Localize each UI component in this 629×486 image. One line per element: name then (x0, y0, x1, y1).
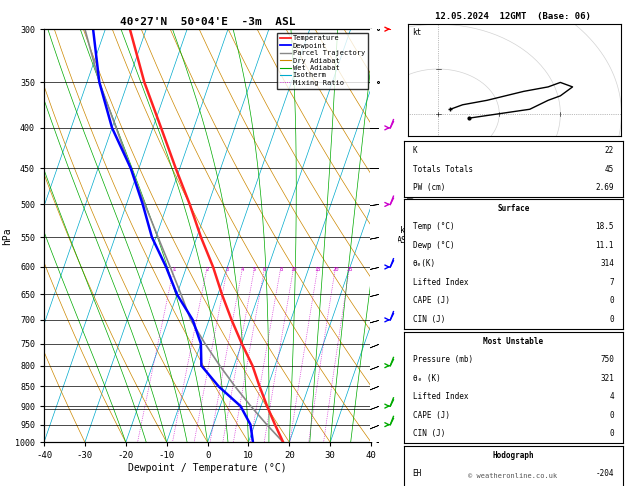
Text: 314: 314 (600, 260, 614, 268)
Text: 0: 0 (610, 429, 614, 438)
Text: K: K (413, 146, 417, 155)
Text: 8: 8 (279, 267, 282, 272)
Text: EH: EH (413, 469, 422, 478)
Text: 1: 1 (172, 267, 175, 272)
Text: 15: 15 (314, 267, 321, 272)
Text: 25: 25 (347, 267, 353, 272)
Text: kt: kt (412, 28, 421, 36)
Text: 4: 4 (241, 267, 244, 272)
Text: 3: 3 (226, 267, 229, 272)
X-axis label: Dewpoint / Temperature (°C): Dewpoint / Temperature (°C) (128, 463, 287, 473)
Text: 10: 10 (291, 267, 297, 272)
Text: 321: 321 (600, 374, 614, 382)
Text: 12.05.2024  12GMT  (Base: 06): 12.05.2024 12GMT (Base: 06) (435, 12, 591, 21)
Text: Hodograph: Hodograph (493, 451, 534, 460)
Text: 6: 6 (263, 267, 266, 272)
Text: Dewp (°C): Dewp (°C) (413, 241, 454, 250)
Text: CAPE (J): CAPE (J) (413, 296, 450, 305)
Legend: Temperature, Dewpoint, Parcel Trajectory, Dry Adiabat, Wet Adiabat, Isotherm, Mi: Temperature, Dewpoint, Parcel Trajectory… (277, 33, 367, 88)
Text: Surface: Surface (497, 204, 530, 213)
Text: 5: 5 (253, 267, 256, 272)
Text: -204: -204 (596, 469, 614, 478)
Text: 20: 20 (332, 267, 339, 272)
Text: Temp (°C): Temp (°C) (413, 223, 454, 231)
Text: 2.69: 2.69 (596, 183, 614, 192)
Text: 750: 750 (600, 355, 614, 364)
Text: θₑ(K): θₑ(K) (413, 260, 436, 268)
Text: 2: 2 (206, 267, 209, 272)
Text: CIN (J): CIN (J) (413, 429, 445, 438)
Y-axis label: km
ASL: km ASL (397, 226, 412, 245)
Text: 18.5: 18.5 (596, 223, 614, 231)
Text: 11.1: 11.1 (596, 241, 614, 250)
Text: Totals Totals: Totals Totals (413, 165, 473, 174)
Text: CIN (J): CIN (J) (413, 315, 445, 324)
Text: PW (cm): PW (cm) (413, 183, 445, 192)
Text: Mixing Ratio (g/kg): Mixing Ratio (g/kg) (406, 192, 415, 279)
Y-axis label: hPa: hPa (3, 227, 12, 244)
Text: θₑ (K): θₑ (K) (413, 374, 440, 382)
Text: 45: 45 (604, 165, 614, 174)
Text: 1LCL: 1LCL (372, 406, 389, 412)
Text: 0: 0 (610, 411, 614, 419)
Text: Lifted Index: Lifted Index (413, 392, 468, 401)
Text: Lifted Index: Lifted Index (413, 278, 468, 287)
Title: 40°27'N  50°04'E  -3m  ASL: 40°27'N 50°04'E -3m ASL (120, 17, 296, 27)
Text: 22: 22 (604, 146, 614, 155)
Text: 0: 0 (610, 296, 614, 305)
Text: Pressure (mb): Pressure (mb) (413, 355, 473, 364)
Text: Most Unstable: Most Unstable (483, 337, 543, 346)
Text: 0: 0 (610, 315, 614, 324)
Text: CAPE (J): CAPE (J) (413, 411, 450, 419)
Text: 7: 7 (610, 278, 614, 287)
Text: 4: 4 (610, 392, 614, 401)
Text: © weatheronline.co.uk: © weatheronline.co.uk (468, 473, 557, 479)
